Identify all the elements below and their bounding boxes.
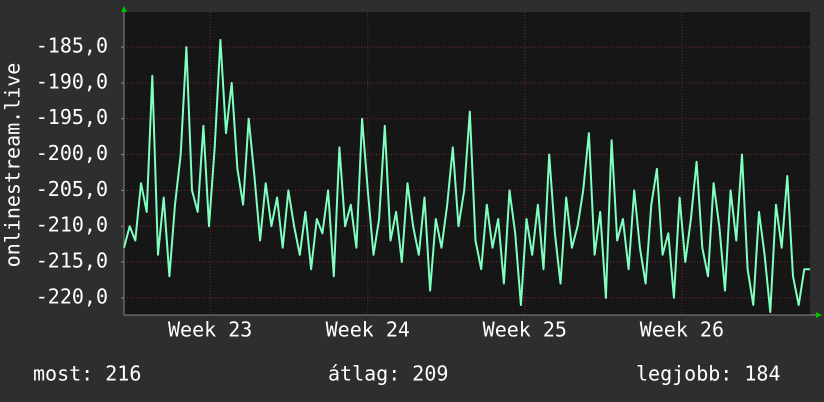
x-tick-label: Week 26: [640, 318, 724, 342]
y-tick-label: -210,0: [36, 213, 108, 237]
y-tick-label: -215,0: [36, 248, 108, 272]
current-value: most: 216: [33, 362, 141, 386]
y-tick-label: -195,0: [36, 105, 108, 129]
y-tick-label: -185,0: [36, 34, 108, 58]
x-tick-label: Week 24: [326, 318, 410, 342]
best-value: legjobb: 184: [636, 362, 781, 386]
x-tick-label: Week 23: [168, 318, 252, 342]
y-tick-label: -205,0: [36, 177, 108, 201]
y-tick-label: -200,0: [36, 141, 108, 165]
x-axis-arrow: [816, 312, 822, 318]
data-line: [123, 38, 810, 314]
y-axis-label: onlinestream.live: [1, 63, 25, 268]
y-axis-arrow: [121, 6, 127, 12]
x-tick-label: Week 25: [483, 318, 567, 342]
y-tick-label: -190,0: [36, 69, 108, 93]
average-value: átlag: 209: [328, 362, 448, 386]
y-tick-label: -220,0: [36, 284, 108, 308]
